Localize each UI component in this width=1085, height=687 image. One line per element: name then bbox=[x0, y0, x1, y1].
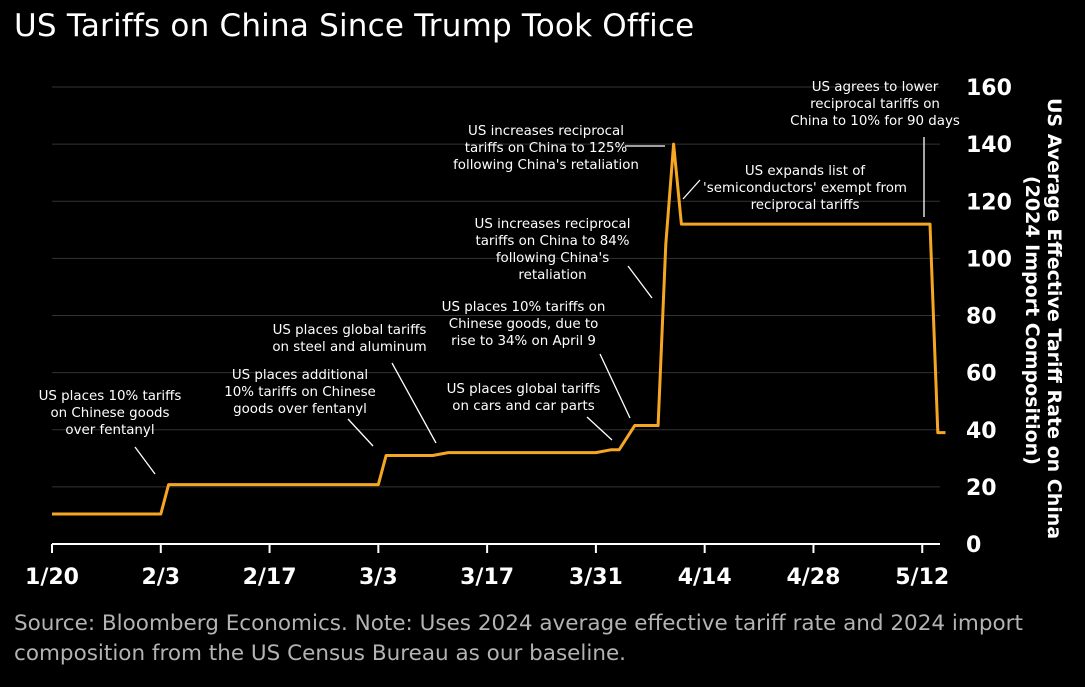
gridlines bbox=[52, 86, 940, 488]
x-tick-label: 4/28 bbox=[786, 565, 840, 590]
annotation-leader-line bbox=[599, 353, 631, 419]
annotation-steel-aluminum: US places global tariffs on steel and al… bbox=[272, 323, 427, 355]
annotation-10-to-34: US places 10% tariffs on Chinese goods, … bbox=[441, 300, 606, 349]
annotation-lower-90-days: US agrees to lower reciprocal tariffs on… bbox=[790, 80, 960, 129]
y-axis-ticks: 0 20 40 60 80 100 120 140 160 bbox=[966, 76, 1012, 558]
x-tick-label: 4/14 bbox=[678, 565, 732, 590]
annotation-leader-line bbox=[627, 265, 653, 299]
x-axis: 1/20 2/3 2/17 3/3 3/17 3/31 4/14 4/28 5/12 bbox=[25, 543, 949, 590]
annotation-125: US increases reciprocal tariffs on China… bbox=[453, 124, 639, 173]
x-tick-label: 2/17 bbox=[243, 565, 297, 590]
y-axis-label-line2: (2024 Import Composition) bbox=[1021, 176, 1043, 465]
annotation-semiconductors: US expands list of 'semiconductors' exem… bbox=[703, 164, 907, 213]
y-tick-label: 20 bbox=[966, 476, 997, 501]
annotation-fentanyl-10: US places 10% tariffs on Chinese goods o… bbox=[38, 389, 182, 438]
annotation-leader-line bbox=[134, 446, 156, 475]
chart-title: US Tariffs on China Since Trump Took Off… bbox=[14, 8, 695, 44]
annotation-84: US increases reciprocal tariffs on China… bbox=[474, 217, 631, 283]
x-tick-label: 2/3 bbox=[141, 565, 180, 590]
tariff-rate-line bbox=[52, 142, 946, 516]
y-tick-label: 40 bbox=[966, 419, 997, 444]
x-tick-label: 1/20 bbox=[25, 565, 79, 590]
y-tick-label: 80 bbox=[966, 305, 997, 330]
y-tick-label: 100 bbox=[966, 247, 1012, 272]
x-tick-label: 3/3 bbox=[359, 565, 398, 590]
y-tick-label: 60 bbox=[966, 362, 997, 387]
x-tick-label: 3/17 bbox=[460, 565, 514, 590]
annotation-leader-line bbox=[391, 362, 437, 444]
annotation-cars: US places global tariffs on cars and car… bbox=[446, 382, 601, 414]
x-tick-label: 5/12 bbox=[895, 565, 949, 590]
annotation-leader-lines bbox=[134, 137, 925, 475]
y-tick-label: 120 bbox=[966, 190, 1012, 215]
x-tick-label: 3/31 bbox=[569, 565, 623, 590]
annotation-leader-line bbox=[347, 418, 374, 447]
annotation-leader-line bbox=[682, 179, 701, 200]
source-note: Source: Bloomberg Economics. Note: Uses … bbox=[14, 611, 1023, 666]
y-axis-label-line1: US Average Effective Tariff Rate on Chin… bbox=[1043, 98, 1065, 539]
y-tick-label: 140 bbox=[966, 133, 1012, 158]
annotation-leader-line bbox=[586, 416, 613, 441]
y-tick-label: 160 bbox=[966, 76, 1012, 101]
y-tick-label: 0 bbox=[966, 533, 981, 558]
annotation-fentanyl-additional: US places additional 10% tariffs on Chin… bbox=[224, 368, 376, 417]
